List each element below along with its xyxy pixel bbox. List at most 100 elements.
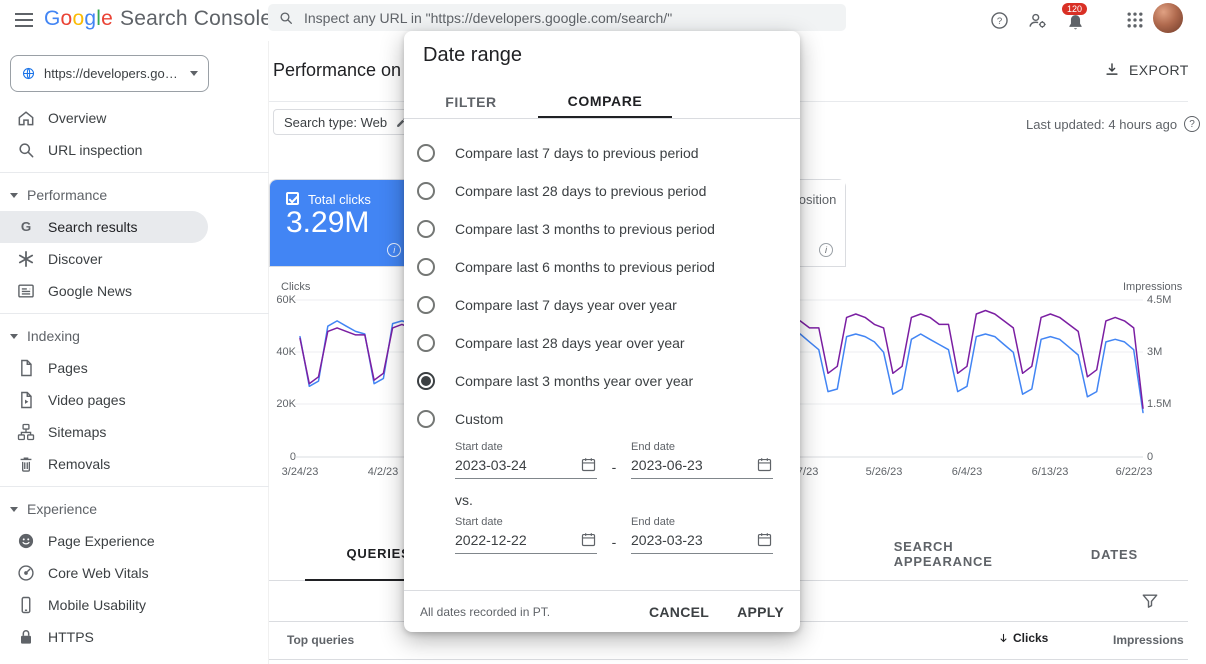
section-label: Performance (27, 187, 108, 203)
calendar-icon[interactable] (580, 531, 597, 548)
sidebar-item-label: Core Web Vitals (48, 565, 149, 581)
url-inspect-searchbar[interactable] (268, 4, 846, 31)
radio-icon[interactable] (417, 372, 435, 390)
start-date-input[interactable]: 2023-03-24 (455, 456, 597, 479)
tab-compare[interactable]: COMPARE (538, 85, 672, 118)
radio-icon[interactable] (417, 182, 435, 200)
radio-option[interactable]: Compare last 28 days to previous period (417, 172, 787, 210)
chevron-down-icon (10, 333, 18, 339)
sidebar-item-core-web-vitals[interactable]: Core Web Vitals (0, 557, 269, 589)
apply-button[interactable]: APPLY (737, 603, 784, 620)
compare-end-date-input[interactable]: 2023-03-23 (631, 531, 773, 554)
sidebar-item-label: Sitemaps (48, 424, 107, 440)
checkbox-checked-icon[interactable] (286, 192, 299, 205)
sidebar-item-label: Removals (48, 456, 111, 472)
sidebar-item-page-experience[interactable]: Page Experience (0, 525, 269, 557)
last-updated-label: Last updated: 4 hours ago (1026, 116, 1178, 132)
search-type-chip[interactable]: Search type: Web (273, 109, 420, 135)
calendar-icon[interactable] (756, 456, 773, 473)
property-url-label: https://developers.google.com/search/ (44, 66, 182, 81)
search-input[interactable] (304, 9, 834, 26)
download-icon (1106, 63, 1118, 75)
sidebar-item-video-pages[interactable]: Video pages (0, 384, 269, 416)
sidebar-item-pages[interactable]: Pages (0, 352, 269, 384)
search-icon (280, 11, 292, 24)
export-label: EXPORT (1129, 62, 1189, 78)
section-indexing-header[interactable]: Indexing (0, 320, 269, 352)
column-clicks[interactable]: Clicks (997, 631, 1048, 645)
notifications-bell-icon[interactable] (1063, 10, 1087, 34)
calendar-icon[interactable] (756, 531, 773, 548)
end-date-input[interactable]: 2023-06-23 (631, 456, 773, 479)
radio-option[interactable]: Compare last 7 days year over year (417, 286, 787, 324)
cancel-button[interactable]: CANCEL (648, 603, 710, 620)
tab-filter[interactable]: FILTER (445, 93, 497, 110)
svg-text:?: ? (996, 16, 1001, 27)
divider (0, 486, 269, 487)
sidebar-item-overview[interactable]: Overview (0, 102, 269, 134)
sidebar-item-label: Search results (48, 219, 138, 235)
trash-icon (16, 454, 36, 474)
user-avatar[interactable] (1153, 3, 1183, 33)
help-icon[interactable]: ? (1184, 116, 1201, 132)
filter-icon[interactable] (1140, 591, 1160, 611)
divider (0, 313, 269, 314)
date-labels: Start date End date (455, 516, 773, 528)
radio-icon[interactable] (417, 144, 435, 162)
compare-options: Compare last 7 days to previous period C… (417, 134, 787, 438)
app-logo[interactable]: Google Search Console (44, 7, 272, 31)
apps-grid-icon[interactable] (1123, 8, 1147, 32)
menu-icon[interactable] (8, 6, 40, 34)
vs-label: vs. (455, 492, 473, 508)
sidebar-item-search-results[interactable]: G Search results (0, 211, 208, 243)
radio-icon[interactable] (417, 334, 435, 352)
tab-search-appearance[interactable]: SEARCH APPEARANCE (893, 539, 993, 569)
radio-icon[interactable] (417, 410, 435, 428)
info-icon[interactable]: i (819, 243, 833, 257)
tab-dates[interactable]: DATES (1090, 546, 1138, 562)
radio-option[interactable]: Compare last 3 months year over year (417, 362, 787, 400)
radio-option[interactable]: Custom (417, 400, 787, 438)
y-tick: 0 (289, 451, 296, 463)
dimension-tabs: QUERIES SEARCH APPEARANCE DATES (305, 527, 1188, 581)
total-clicks-card[interactable]: Total clicks 3.29M i (270, 180, 414, 266)
radio-option[interactable]: Compare last 7 days to previous period (417, 134, 787, 172)
date-row: 2023-03-24 - 2023-06-23 (455, 456, 773, 479)
tab-queries[interactable]: QUERIES (305, 527, 453, 581)
x-tick: 4/2/23 (367, 466, 399, 478)
sparkle-icon (16, 249, 36, 269)
radio-icon[interactable] (417, 296, 435, 314)
logo-letter: o (72, 7, 85, 30)
sidebar-item-google-news[interactable]: Google News (0, 275, 269, 307)
radio-label: Compare last 3 months year over year (455, 373, 694, 389)
date-range-dialog: Date range FILTER COMPARE Compare last 7… (404, 31, 800, 632)
calendar-icon[interactable] (580, 456, 597, 473)
radio-option[interactable]: Compare last 3 months to previous period (417, 210, 787, 248)
section-experience-header[interactable]: Experience (0, 493, 269, 525)
radio-icon[interactable] (417, 220, 435, 238)
end-date-label: End date (631, 441, 676, 453)
sidebar-item-discover[interactable]: Discover (0, 243, 269, 275)
property-selector[interactable]: https://developers.google.com/search/ (10, 55, 209, 92)
radio-option[interactable]: Compare last 28 days year over year (417, 324, 787, 362)
export-button[interactable]: EXPORT (1103, 61, 1189, 79)
sidebar-item-label: URL inspection (48, 142, 143, 158)
section-performance-header[interactable]: Performance (0, 179, 269, 211)
radio-icon[interactable] (417, 258, 435, 276)
search-type-label: Search type: Web (284, 114, 388, 130)
sidebar-item-sitemaps[interactable]: Sitemaps (0, 416, 269, 448)
info-icon[interactable]: i (387, 243, 402, 257)
compare-start-date-input[interactable]: 2022-12-22 (455, 531, 597, 554)
help-icon[interactable]: ? (987, 8, 1011, 32)
y-tick: 0 (1147, 451, 1154, 463)
radio-option[interactable]: Compare last 6 months to previous period (417, 248, 787, 286)
sidebar-item-url-inspection[interactable]: URL inspection (0, 134, 269, 166)
sidebar-item-https[interactable]: HTTPS (0, 621, 269, 653)
document-icon (16, 358, 36, 378)
column-impressions[interactable]: Impressions (1113, 633, 1184, 647)
magnifier-icon (16, 140, 36, 160)
x-tick: 6/22/23 (1115, 466, 1153, 478)
sidebar-item-mobile-usability[interactable]: Mobile Usability (0, 589, 269, 621)
sidebar-item-removals[interactable]: Removals (0, 448, 269, 480)
user-settings-icon[interactable] (1025, 8, 1049, 32)
